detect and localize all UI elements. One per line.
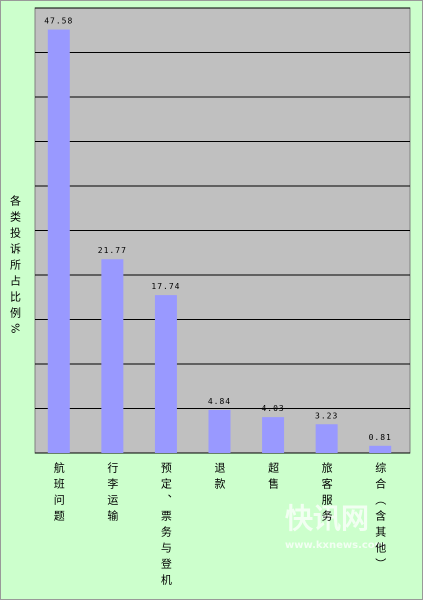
x-tick-label: 行李运输 <box>106 462 119 526</box>
bar <box>262 417 285 453</box>
x-tick-label: 退款 <box>213 462 226 494</box>
value-label: 0.81 <box>369 433 392 442</box>
x-tick-label: 预定、票务与登机 <box>159 462 172 590</box>
value-label: 3.23 <box>315 411 338 420</box>
bar <box>154 295 177 453</box>
bar <box>47 29 70 454</box>
x-tick-label: 航班问题 <box>52 461 65 526</box>
bar <box>315 424 338 453</box>
watermark: 快讯网 <box>285 502 369 535</box>
value-label: 21.77 <box>98 246 127 255</box>
value-label: 4.03 <box>261 404 284 413</box>
y-axis-label: 各类投诉所占比例% <box>9 194 22 339</box>
value-label: 4.84 <box>208 397 231 406</box>
watermark-url: www.kxnews.com <box>285 540 385 551</box>
bar <box>208 409 231 453</box>
x-tick-label: 旅客服务 <box>320 461 333 526</box>
bar <box>369 445 392 453</box>
x-tick-label: 超售 <box>267 461 280 494</box>
x-tick-label: 综合（含其他） <box>374 461 387 574</box>
value-label: 47.58 <box>44 17 73 26</box>
value-label: 17.74 <box>151 282 180 291</box>
bar <box>101 259 124 453</box>
